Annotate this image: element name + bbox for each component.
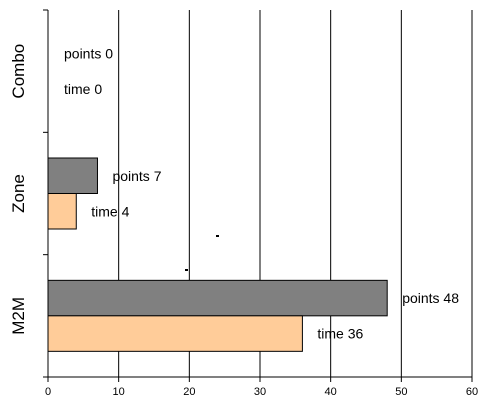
x-tick-label: 50 [395, 386, 407, 398]
x-ticks-group: 0 10 20 30 40 50 60 [45, 377, 478, 398]
data-label-time: time 36 [317, 326, 363, 342]
data-label-points: points 0 [64, 45, 113, 61]
category-label: M2M [9, 297, 28, 335]
data-label-time: time 4 [91, 203, 129, 219]
data-label-time: time 0 [64, 81, 102, 97]
y-categories-group: M2M Zone Combo [9, 9, 48, 378]
x-tick-label: 40 [325, 386, 337, 398]
category-label: Zone [9, 174, 28, 213]
bar-points [47, 279, 388, 317]
bars-group [47, 157, 388, 352]
bar-time [47, 193, 77, 230]
x-tick-label: 30 [254, 386, 266, 398]
stray-mark [185, 269, 188, 271]
data-label-points: points 48 [402, 290, 459, 306]
data-labels-group: points 48 time 36 points 7 time 4 points 0 ti… [64, 45, 459, 341]
bar-time [47, 315, 303, 352]
x-tick-label: 20 [183, 386, 195, 398]
bar-points [47, 157, 98, 194]
grid-lines [118, 10, 473, 377]
x-tick-label: 0 [45, 386, 51, 398]
data-label-points: points 7 [112, 168, 161, 184]
stray-mark [216, 235, 219, 237]
x-tick-label: 10 [113, 386, 125, 398]
category-label: Combo [9, 44, 28, 99]
x-tick-label: 60 [466, 386, 478, 398]
